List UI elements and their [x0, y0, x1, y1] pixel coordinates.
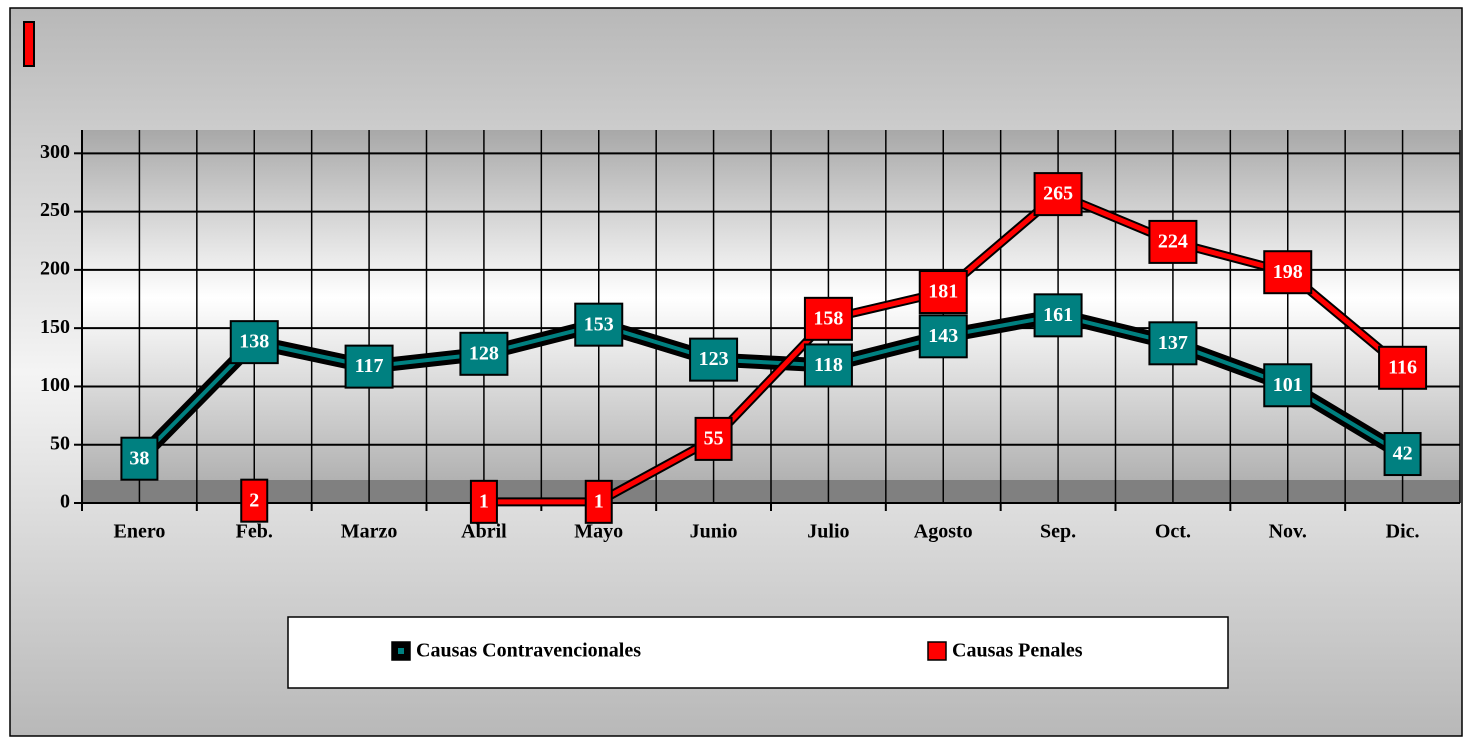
x-tick-label: Abril: [461, 521, 507, 543]
data-marker: [229, 320, 279, 365]
data-label: 2: [249, 489, 259, 511]
data-marker: [469, 479, 498, 524]
data-label: 161: [1043, 304, 1073, 326]
data-marker: [689, 337, 739, 382]
y-tick-label: 150: [40, 316, 70, 338]
legend-swatch-inner: [398, 648, 404, 654]
data-label: 224: [1158, 230, 1188, 252]
data-label: 137: [1158, 332, 1188, 354]
data-label: 1: [594, 490, 604, 512]
data-marker: [240, 478, 269, 523]
x-tick-label: Dic.: [1386, 521, 1420, 543]
data-label: 198: [1273, 261, 1303, 283]
data-marker: [344, 344, 394, 389]
data-label: 123: [699, 348, 729, 370]
x-tick-label: Marzo: [341, 521, 398, 543]
y-tick-label: 250: [40, 199, 70, 221]
x-tick-label: Sep.: [1040, 521, 1076, 543]
data-label: 181: [928, 281, 958, 303]
x-tick-label: Oct.: [1155, 521, 1191, 543]
y-tick-label: 200: [40, 257, 70, 279]
data-label: 128: [469, 342, 499, 364]
legend: [287, 616, 1229, 689]
data-marker: [918, 314, 968, 359]
data-marker: [918, 270, 968, 315]
data-label: 1: [479, 490, 489, 512]
decoration: [23, 21, 35, 67]
data-label: 101: [1273, 374, 1303, 396]
legend-swatch: [927, 641, 947, 661]
data-marker: [803, 343, 853, 388]
data-label: 153: [584, 313, 614, 335]
x-tick-label: Junio: [690, 521, 738, 543]
x-tick-label: Mayo: [574, 521, 623, 543]
legend-label: Causas Contravencionales: [416, 640, 641, 662]
y-tick-label: 100: [40, 374, 70, 396]
data-label: 118: [814, 354, 843, 376]
data-label: 38: [129, 447, 149, 469]
data-marker: [584, 479, 613, 524]
data-label: 143: [928, 325, 958, 347]
data-label: 158: [813, 307, 843, 329]
y-tick-label: 300: [40, 141, 70, 163]
data-label: 42: [1393, 443, 1413, 465]
data-label: 117: [355, 355, 384, 377]
x-tick-label: Feb.: [236, 521, 273, 543]
data-label: 138: [239, 331, 269, 353]
x-tick-label: Nov.: [1269, 521, 1307, 543]
x-tick-label: Enero: [113, 521, 165, 543]
data-marker: [1383, 432, 1422, 477]
x-tick-label: Agosto: [914, 521, 973, 543]
data-label: 265: [1043, 183, 1073, 205]
data-marker: [459, 331, 509, 376]
legend-label: Causas Penales: [952, 640, 1083, 662]
data-label: 116: [1388, 356, 1417, 378]
data-marker: [1033, 172, 1083, 217]
data-marker: [1263, 363, 1313, 408]
data-marker: [120, 436, 159, 481]
data-marker: [1033, 293, 1083, 338]
data-marker: [1263, 250, 1313, 295]
data-marker: [1148, 219, 1198, 264]
data-marker: [803, 296, 853, 341]
x-tick-label: Julio: [807, 521, 849, 543]
data-marker: [1378, 345, 1428, 390]
data-marker: [694, 416, 733, 461]
y-tick-label: 50: [50, 432, 70, 454]
data-marker: [1148, 321, 1198, 366]
data-marker: [574, 302, 624, 347]
data-label: 55: [704, 427, 724, 449]
y-tick-label: 0: [60, 491, 70, 513]
